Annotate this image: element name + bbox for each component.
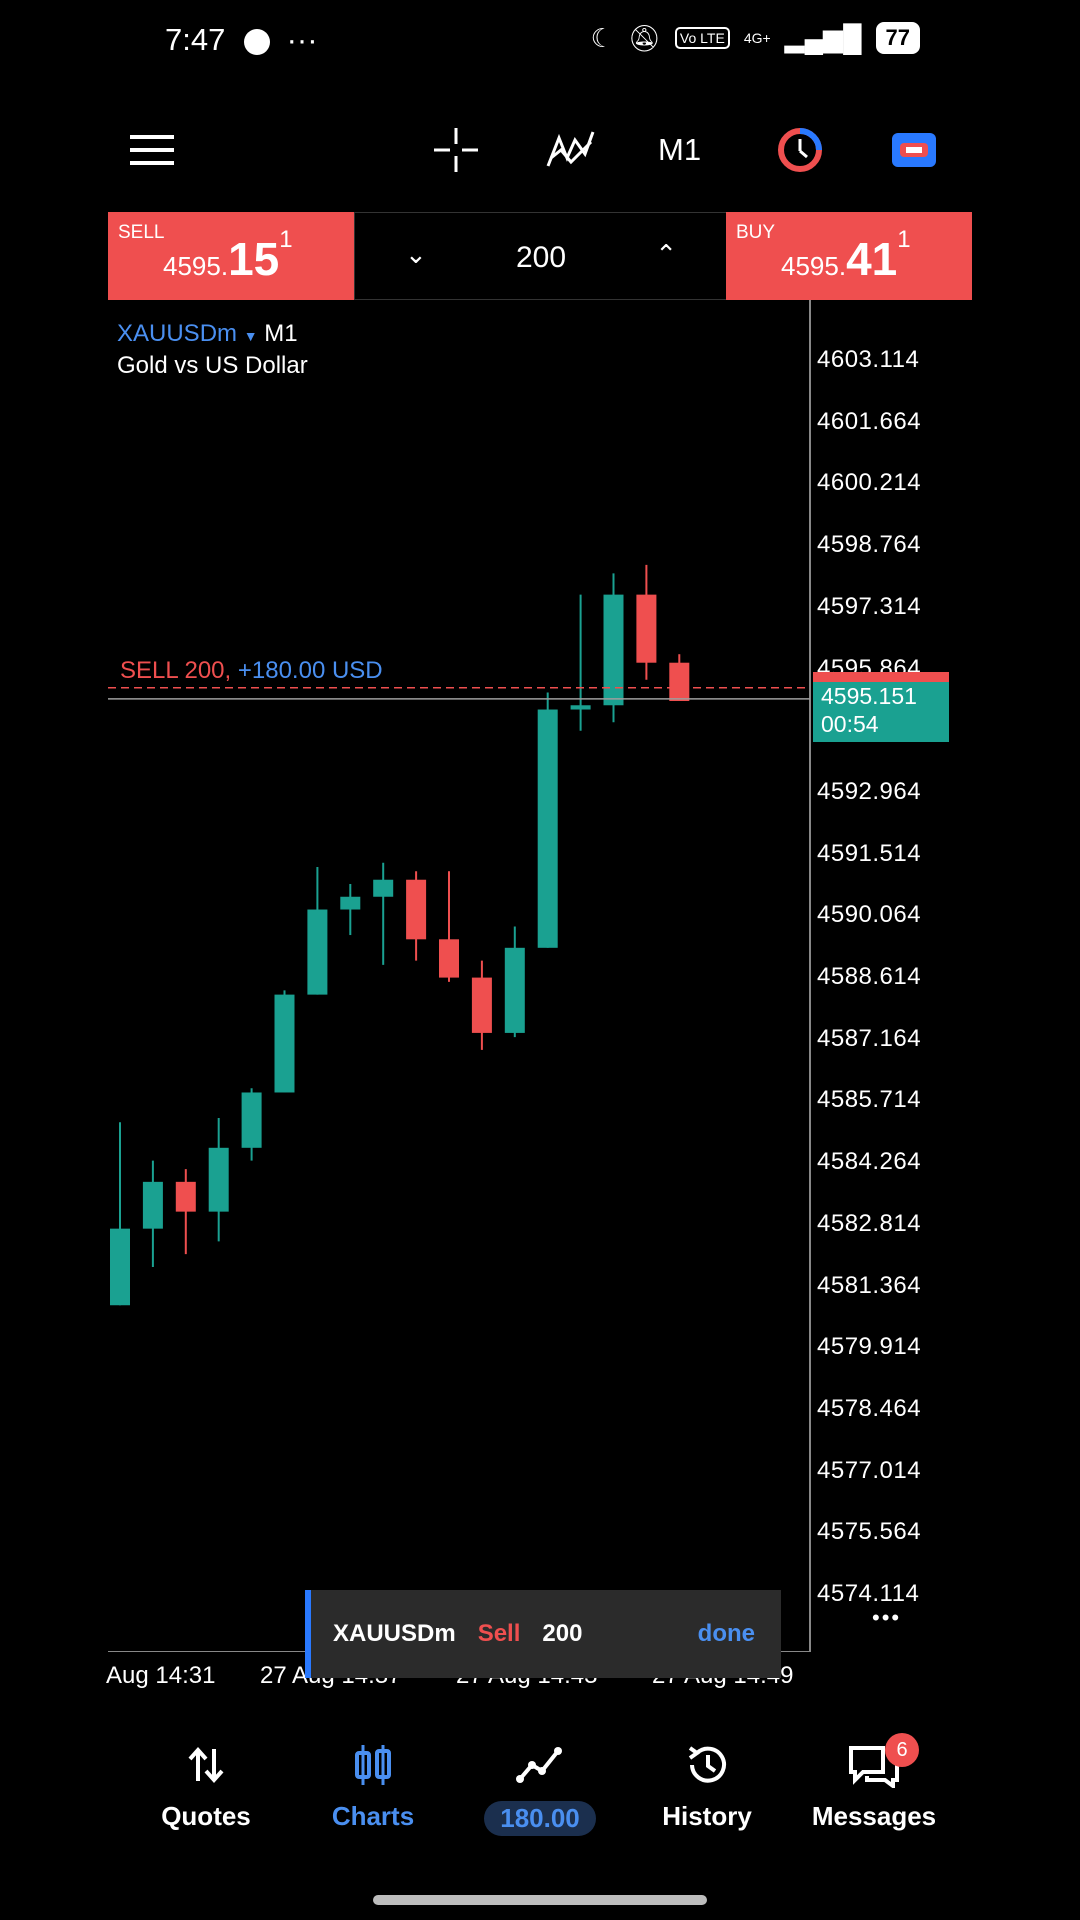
current-price-tag: 4595.151 00:54 (813, 682, 949, 742)
timeframe-button[interactable]: M1 (658, 132, 702, 167)
price-tick-label: 4581.364 (817, 1271, 922, 1299)
time-tick-label: Aug 14:31 (106, 1662, 216, 1689)
nav-quotes[interactable]: Quotes (121, 1735, 291, 1832)
candle (504, 926, 525, 1038)
candle (274, 990, 295, 1093)
buy-button[interactable]: BUY 4595.411 (726, 212, 972, 300)
candle (439, 871, 459, 982)
volume-control: ⌄ 200 ⌃ (354, 212, 728, 300)
toast-side: Sell (477, 1620, 521, 1647)
more-notifications-icon: ··· (286, 22, 318, 57)
status-time: 7:47 ··· (165, 22, 318, 57)
toast-status: done (697, 1620, 755, 1647)
mute-icon: 🔕︎ (627, 22, 661, 53)
messages-badge: 6 (885, 1733, 919, 1767)
candle (307, 866, 328, 995)
crosshair-button[interactable] (426, 120, 486, 180)
history-clock-icon (688, 1746, 726, 1783)
one-click-trading-button[interactable] (770, 120, 830, 180)
nav-messages-label: Messages (811, 1801, 937, 1831)
candle (570, 594, 591, 731)
indicators-button[interactable] (540, 120, 600, 180)
price-tick-label: 4578.464 (817, 1394, 922, 1422)
battery-indicator: 77 (875, 22, 920, 54)
toast-symbol: XAUUSDm (333, 1620, 456, 1647)
price-tick-label: 4582.814 (817, 1209, 922, 1237)
candle (340, 883, 361, 936)
candle (636, 564, 657, 680)
nav-charts-label: Charts (331, 1801, 415, 1831)
position-line-label[interactable]: SELL 200, +180.00 USD (120, 657, 383, 684)
trade-line-icon (516, 1747, 562, 1783)
candlestick-chart-icon (355, 1745, 391, 1785)
order-toast: XAUUSDm Sell 200 done (305, 1590, 781, 1678)
price-tick-label: 4591.514 (817, 839, 922, 867)
toast-volume: 200 (542, 1620, 583, 1647)
network-type: 4G+ (743, 30, 771, 46)
nav-quotes-label: Quotes (161, 1801, 251, 1831)
indicators-icon (546, 131, 595, 167)
price-tick-label: 4588.614 (817, 963, 922, 990)
trade-button[interactable] (884, 120, 944, 180)
price-tick-label: 4590.064 (817, 901, 922, 929)
signal-icon: ▂▄▆█ (784, 22, 862, 53)
candle (537, 692, 558, 948)
sell-button[interactable]: SELL 4595.151 (108, 212, 354, 300)
price-tick-label: 4577.014 (817, 1456, 922, 1484)
volume-input[interactable]: 200 (515, 241, 567, 274)
candle (603, 573, 624, 723)
price-tick-label: 4601.664 (817, 407, 922, 435)
candle (471, 960, 492, 1050)
quotes-arrows-icon (188, 1746, 224, 1784)
nav-charts[interactable]: Charts (288, 1735, 458, 1832)
price-tick-label: 4598.764 (817, 531, 922, 559)
price-tick-label: 4597.314 (817, 592, 922, 620)
candle (208, 1118, 229, 1242)
crosshair-icon (434, 128, 478, 172)
candle (175, 1169, 196, 1255)
more-options-icon[interactable]: ••• (872, 1605, 902, 1630)
candle (142, 1160, 163, 1267)
price-tick-label: 4585.714 (817, 1086, 922, 1114)
candle (241, 1088, 262, 1161)
sell-price: 4595.151 (163, 226, 293, 285)
home-indicator (373, 1895, 707, 1905)
volume-increase-button[interactable]: ⌃ (655, 239, 677, 269)
clock-icon (778, 128, 822, 172)
price-tick-label: 4574.114 (817, 1580, 920, 1607)
nav-trade-pl: 180.00 (484, 1801, 596, 1836)
price-tick-label: 4587.164 (817, 1024, 922, 1052)
chart-symbol-description: Gold vs US Dollar (117, 352, 308, 379)
candle (669, 654, 690, 702)
nav-messages[interactable]: 6 Messages (789, 1733, 959, 1832)
candle (406, 871, 427, 961)
buy-label: BUY (736, 222, 776, 243)
chart-symbol[interactable]: XAUUSDm ▼ M1 (117, 320, 298, 347)
trade-panel: SELL 4595.151 ⌄ 200 ⌃ BUY 4595.411 (108, 212, 972, 300)
candle (110, 1122, 130, 1306)
buy-price: 4595.411 (781, 226, 911, 285)
sell-label: SELL (118, 222, 165, 243)
nav-history-label: History (662, 1801, 752, 1831)
price-tick-label: 4579.914 (817, 1333, 922, 1361)
status-icons: ☾ 🔕︎ Vo LTE 4G+ ▂▄▆█ 77 (591, 22, 920, 54)
volte-icon: Vo LTE (674, 27, 730, 49)
nav-trade[interactable]: 180.00 (455, 1735, 625, 1836)
telegram-icon (243, 28, 270, 55)
nav-history[interactable]: History (622, 1735, 792, 1832)
price-tick-label: 4603.114 (817, 346, 920, 373)
menu-button[interactable] (122, 120, 182, 180)
trade-ticket-icon (892, 133, 936, 167)
price-tick-label: 4600.214 (817, 469, 922, 497)
price-tick-label: 4575.564 (817, 1518, 922, 1546)
candle (373, 862, 394, 965)
volume-decrease-button[interactable]: ⌄ (405, 239, 427, 269)
moon-icon: ☾ (590, 22, 614, 53)
hamburger-icon (130, 135, 174, 165)
price-chart[interactable] (108, 300, 813, 1652)
price-tick-label: 4592.964 (817, 777, 922, 805)
price-tick-label: 4584.264 (817, 1148, 922, 1176)
